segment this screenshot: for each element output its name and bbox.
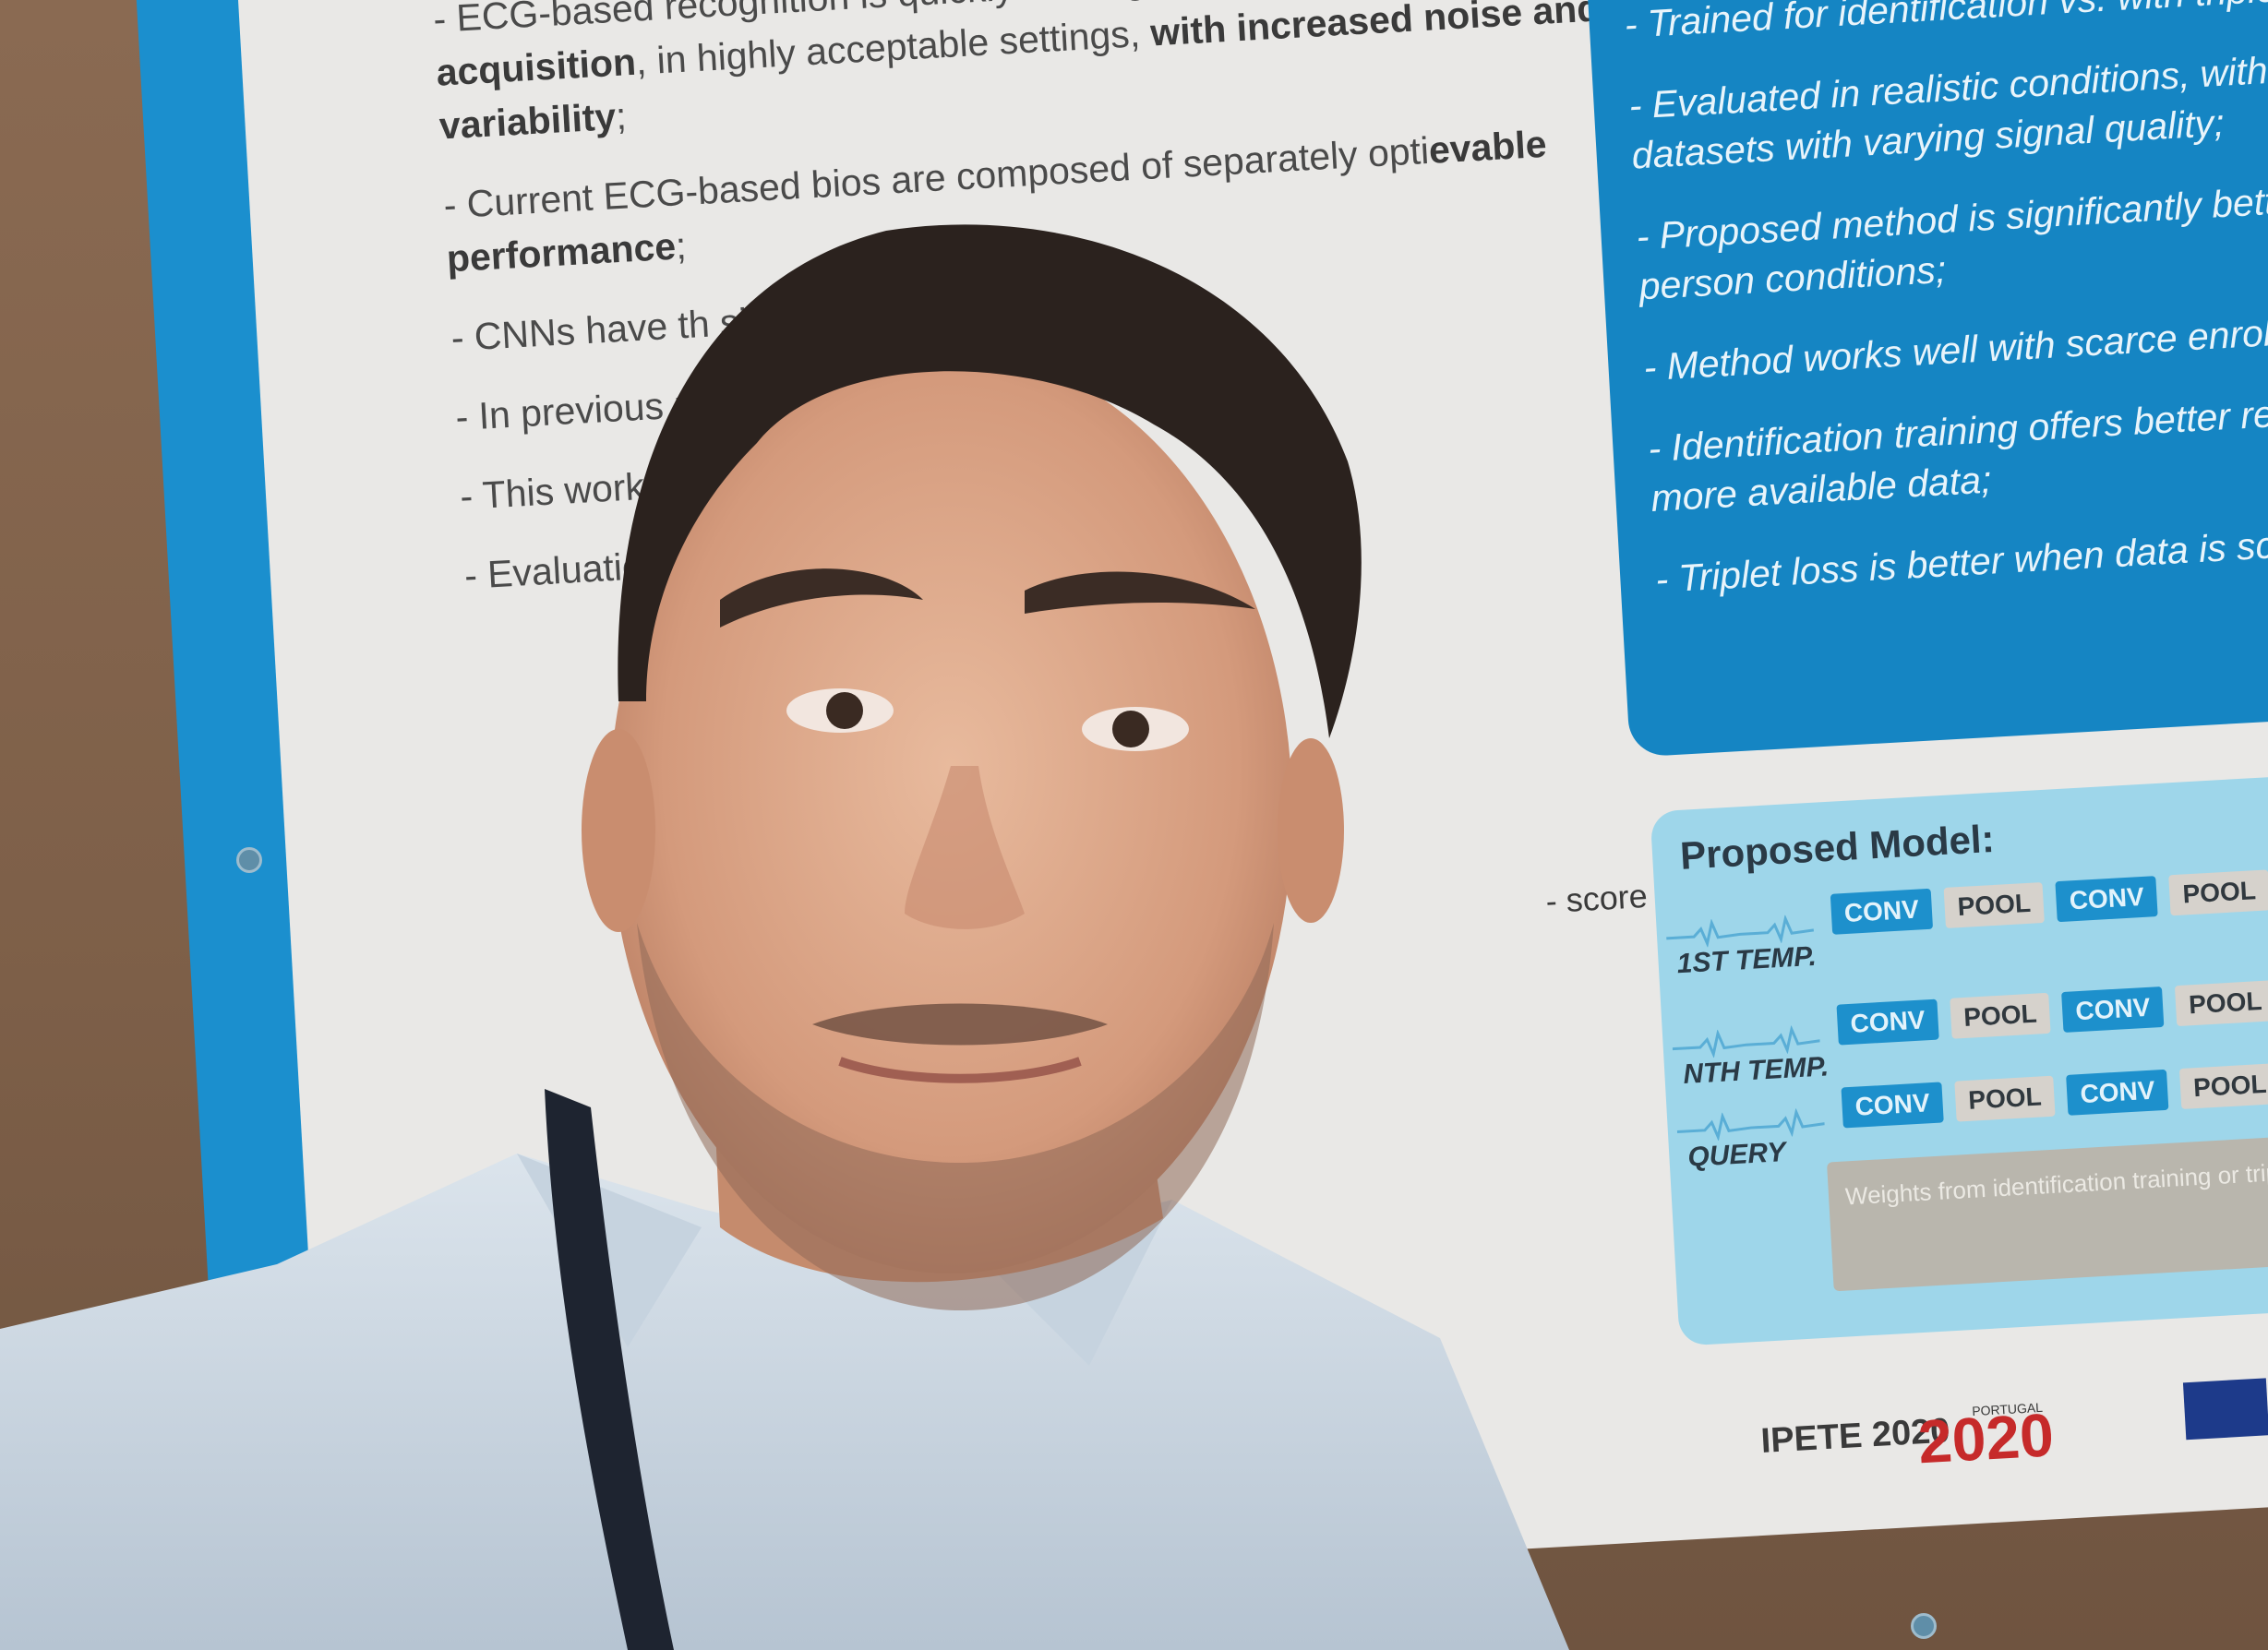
ecg-waveform-icon (1666, 914, 1815, 949)
pushpin-icon (1911, 1613, 1937, 1639)
hair (618, 224, 1362, 738)
face (582, 351, 1344, 1310)
research-poster: - ECG-based recognition is quickly movin… (129, 0, 2268, 1650)
ecg-waveform-icon (1672, 1024, 1820, 1059)
poster-paper: - ECG-based recognition is quickly movin… (230, 0, 2268, 1616)
ecg-waveform-icon (1676, 1107, 1825, 1142)
proposed-model-box: Proposed Model: 1ST TEMP. CONV POOL CONV… (1650, 762, 2268, 1346)
pushpin-icon (236, 847, 262, 873)
